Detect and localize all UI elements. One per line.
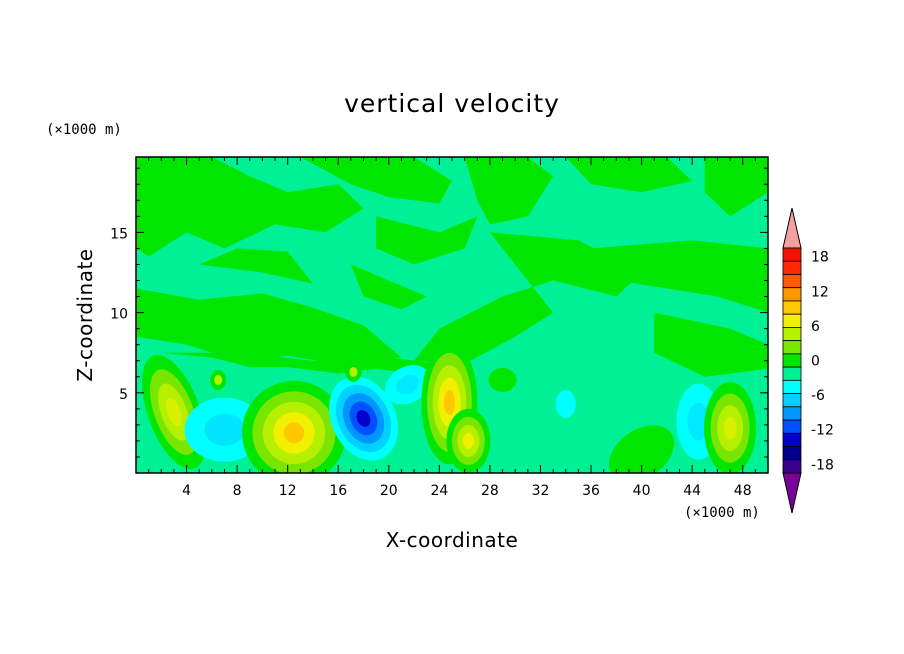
positive-region bbox=[704, 157, 768, 217]
x-tick-label: 4 bbox=[182, 483, 191, 499]
colorbar-band bbox=[782, 274, 802, 289]
colorbar-band bbox=[782, 432, 802, 447]
positive-region bbox=[376, 216, 478, 265]
x-tick-label: 16 bbox=[329, 483, 347, 499]
positive-region bbox=[136, 157, 364, 257]
contour-band bbox=[283, 422, 305, 444]
colorbar: 18 12 6 0 -6 -12 -18 bbox=[782, 207, 834, 514]
colorbar-band bbox=[782, 287, 802, 302]
colorbar-max-arrow bbox=[782, 207, 802, 249]
x-tick-label: 48 bbox=[734, 483, 752, 499]
positive-region bbox=[350, 264, 427, 310]
contour-band bbox=[555, 390, 576, 419]
colorbar-band bbox=[782, 419, 802, 434]
velocity-field bbox=[136, 157, 768, 473]
contour-band bbox=[723, 416, 737, 440]
colorbar-tick-label: 18 bbox=[811, 250, 829, 266]
contour-band bbox=[356, 410, 371, 427]
y-tick-label: 10 bbox=[110, 307, 128, 323]
colorbar-band bbox=[782, 353, 802, 368]
positive-region bbox=[565, 157, 693, 193]
x-tick-label: 32 bbox=[532, 483, 550, 499]
colorbar-band bbox=[782, 313, 802, 328]
contour-band bbox=[443, 390, 456, 415]
contour-band bbox=[687, 402, 710, 441]
contour-band bbox=[165, 397, 182, 427]
colorbar-band bbox=[782, 340, 802, 355]
colorbar-band bbox=[782, 260, 802, 275]
y-axis-ticks: 5 10 15 bbox=[110, 167, 768, 458]
x-tick-label: 28 bbox=[481, 483, 499, 499]
contour-band bbox=[462, 432, 474, 449]
chart-title: vertical velocity bbox=[344, 89, 560, 118]
colorbar-tick-label: 12 bbox=[811, 284, 829, 300]
colorbar-band bbox=[782, 379, 802, 394]
x-tick-label: 36 bbox=[582, 483, 600, 499]
x-tick-label: 40 bbox=[633, 483, 651, 499]
contour-band bbox=[488, 367, 517, 392]
colorbar-band bbox=[782, 459, 802, 474]
y-tick-label: 15 bbox=[110, 226, 128, 242]
colorbar-min-arrow bbox=[782, 472, 802, 514]
x-tick-label: 24 bbox=[430, 483, 448, 499]
colorbar-band bbox=[782, 327, 802, 342]
colorbar-tick-label: -6 bbox=[811, 388, 825, 404]
x-tick-label: 20 bbox=[380, 483, 398, 499]
colorbar-band bbox=[782, 366, 802, 381]
y-tick-label: 5 bbox=[119, 387, 128, 403]
x-axis-label: X-coordinate bbox=[386, 528, 519, 552]
x-axis-ticks: 4 8 12 16 20 24 28 32 36 40 44 48 bbox=[148, 157, 756, 499]
contour-band bbox=[214, 374, 223, 385]
x-unit-label: (×1000 m) bbox=[684, 505, 760, 521]
colorbar-band bbox=[782, 446, 802, 461]
colorbar-band bbox=[782, 406, 802, 421]
x-tick-label: 12 bbox=[279, 483, 297, 499]
positive-region bbox=[199, 248, 313, 284]
contour-band bbox=[204, 413, 245, 446]
contour-band bbox=[349, 366, 358, 377]
x-tick-label: 44 bbox=[683, 483, 701, 499]
positive-region bbox=[161, 352, 440, 374]
colorbar-tick-label: 6 bbox=[811, 319, 820, 335]
contour-band bbox=[609, 425, 675, 473]
colorbar-band bbox=[782, 247, 802, 262]
colorbar-tick-label: -18 bbox=[811, 457, 834, 473]
y-unit-label: (×1000 m) bbox=[46, 122, 122, 138]
colorbar-tick-label: 0 bbox=[811, 354, 820, 370]
y-axis-label: Z-coordinate bbox=[73, 248, 97, 381]
positive-region bbox=[464, 157, 554, 225]
x-tick-label: 8 bbox=[233, 483, 242, 499]
positive-region bbox=[654, 312, 768, 377]
colorbar-band bbox=[782, 393, 802, 408]
positive-region bbox=[136, 288, 402, 364]
positive-region bbox=[591, 240, 768, 313]
contour-band bbox=[396, 374, 420, 395]
colorbar-tick-label: -12 bbox=[811, 423, 834, 439]
positive-region bbox=[300, 157, 452, 204]
positive-region bbox=[414, 232, 642, 364]
colorbar-band bbox=[782, 300, 802, 315]
